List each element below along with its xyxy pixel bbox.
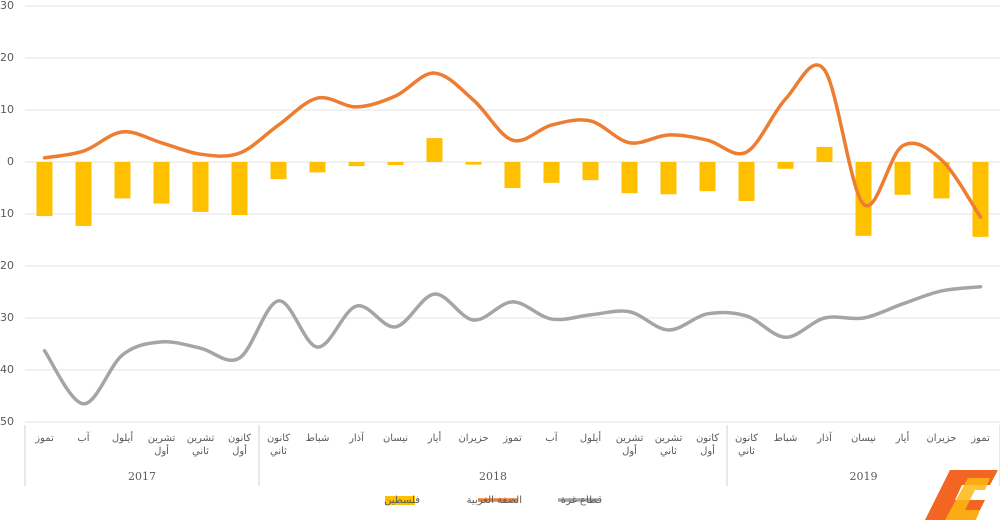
x-tick-label: تشرين ثاني bbox=[654, 433, 683, 457]
x-tick-label: تشرين أول bbox=[147, 433, 176, 457]
bar bbox=[582, 162, 599, 181]
x-tick-label: أيلول bbox=[579, 433, 602, 444]
legend-swatch bbox=[385, 496, 415, 505]
x-tick-label: آذار bbox=[817, 433, 832, 444]
x-tick-label: تموز bbox=[971, 433, 990, 444]
legend-label: فلسطين bbox=[384, 495, 420, 506]
bar bbox=[465, 162, 482, 165]
line bbox=[42, 285, 983, 406]
bar bbox=[114, 162, 131, 199]
bar bbox=[348, 162, 365, 167]
bar bbox=[543, 162, 560, 183]
y-tick-label: 30 bbox=[0, 0, 14, 12]
bar bbox=[699, 162, 716, 192]
x-tick-label: تشرين أول bbox=[615, 433, 644, 457]
year-label: 2017 bbox=[128, 470, 156, 483]
y-tick-label: 40 bbox=[0, 363, 14, 376]
bar bbox=[36, 162, 53, 217]
x-tick-label: آب bbox=[77, 433, 90, 444]
bar bbox=[153, 162, 170, 204]
bar bbox=[75, 162, 92, 226]
y-tick-label: 0 bbox=[7, 155, 14, 168]
x-tick-label: شباط bbox=[305, 433, 330, 444]
x-tick-label: أيار bbox=[427, 433, 442, 444]
bar bbox=[231, 162, 248, 216]
x-tick-label: أيلول bbox=[111, 433, 134, 444]
legend-label: الضفة الغربية bbox=[467, 495, 522, 506]
x-tick-label: آذار bbox=[349, 433, 364, 444]
x-tick-label: كانون ثاني bbox=[266, 433, 291, 457]
legend-label: قطاع غزة bbox=[561, 495, 602, 506]
x-tick-label: شباط bbox=[773, 433, 798, 444]
bar bbox=[738, 162, 755, 201]
x-tick-label: أيار bbox=[895, 433, 910, 444]
bar bbox=[894, 162, 911, 195]
bar bbox=[270, 162, 287, 180]
y-tick-label: 20 bbox=[0, 51, 14, 64]
bar bbox=[855, 162, 872, 236]
x-tick-label: آب bbox=[545, 433, 558, 444]
x-tick-label: تشرين ثاني bbox=[186, 433, 215, 457]
bar bbox=[660, 162, 677, 195]
bar bbox=[972, 162, 989, 237]
x-tick-label: تموز bbox=[35, 433, 54, 444]
year-label: 2019 bbox=[850, 470, 878, 483]
year-label: 2018 bbox=[479, 470, 507, 483]
x-tick-label: نيسان bbox=[382, 433, 409, 444]
y-tick-label: 10 bbox=[0, 103, 14, 116]
bar bbox=[621, 162, 638, 194]
bar bbox=[309, 162, 326, 173]
x-tick-label: كانون أول bbox=[227, 433, 252, 457]
line bbox=[42, 63, 983, 219]
y-tick-label: 30 bbox=[0, 311, 14, 324]
bar bbox=[933, 162, 950, 199]
y-tick-label: 20 bbox=[0, 259, 14, 272]
bar bbox=[816, 146, 833, 162]
x-tick-label: كانون ثاني bbox=[734, 433, 759, 457]
y-tick-label: 50 bbox=[0, 415, 14, 428]
x-tick-label: كانون أول bbox=[695, 433, 720, 457]
bar bbox=[387, 162, 404, 166]
x-tick-label: حزيران bbox=[458, 433, 489, 444]
bar bbox=[504, 162, 521, 188]
bar bbox=[426, 138, 443, 162]
x-tick-label: حزيران bbox=[926, 433, 957, 444]
x-tick-label: نيسان bbox=[850, 433, 877, 444]
logo bbox=[925, 470, 998, 520]
bar bbox=[192, 162, 209, 212]
y-tick-label: 10 bbox=[0, 207, 14, 220]
x-tick-label: تموز bbox=[503, 433, 522, 444]
bar bbox=[777, 162, 794, 169]
